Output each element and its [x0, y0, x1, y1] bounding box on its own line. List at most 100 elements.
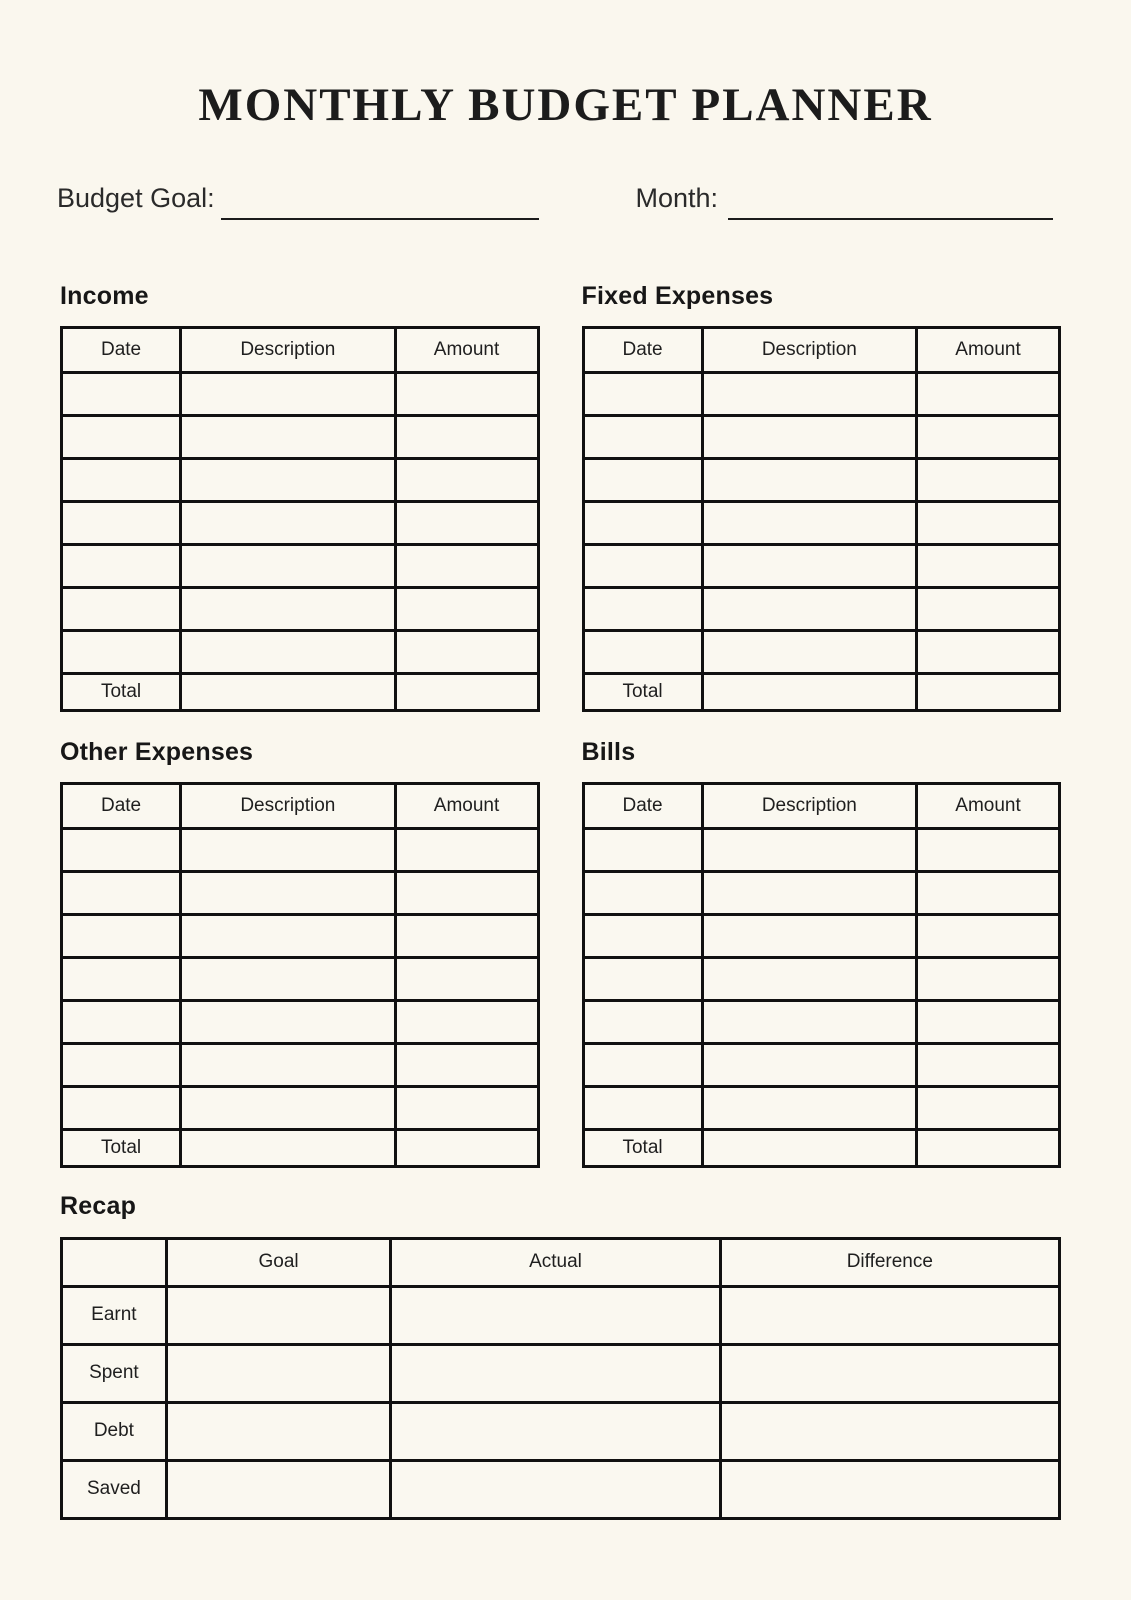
empty-cell: [581, 1084, 704, 1131]
bills-section: Bills Date Description Amount Total: [581, 712, 1062, 1168]
empty-cell: [581, 1041, 704, 1088]
empty-cell: [581, 542, 704, 589]
empty-cell: [393, 912, 540, 959]
empty-cell: [179, 1041, 397, 1088]
empty-cell: [389, 1400, 722, 1462]
empty-cell: [393, 499, 540, 546]
empty-cell: [718, 1342, 1062, 1404]
empty-cell: [164, 1284, 393, 1346]
recap-row-label: Spent: [60, 1342, 168, 1404]
empty-cell: [59, 998, 183, 1045]
total-label: Total: [581, 671, 704, 712]
budget-goal-label: Budget Goal:: [57, 183, 215, 213]
bills-table: Date Description Amount Total: [581, 781, 1062, 1168]
empty-row: [581, 998, 1061, 1045]
total-description-cell: [179, 671, 397, 712]
fixed-expenses-heading: Fixed Expenses: [581, 281, 774, 310]
empty-cell: [393, 1084, 540, 1131]
total-amount-cell: [915, 671, 1061, 712]
empty-cell: [393, 628, 540, 675]
empty-cell: [581, 869, 704, 916]
empty-cell: [700, 542, 919, 589]
empty-cell: [718, 1458, 1062, 1520]
empty-cell: [164, 1342, 393, 1404]
total-amount-cell: [915, 1127, 1061, 1168]
empty-cell: [700, 1084, 919, 1131]
income-section: Income Date Description Amount Total: [59, 220, 540, 712]
empty-cell: [700, 912, 919, 959]
col-header-description: Description: [700, 325, 919, 374]
empty-cell: [179, 1084, 397, 1131]
empty-cell: [389, 1342, 722, 1404]
empty-row: [59, 912, 540, 959]
empty-cell: [179, 826, 397, 873]
empty-cell: [389, 1458, 722, 1520]
empty-row: [581, 826, 1061, 873]
total-label: Total: [59, 671, 183, 712]
empty-cell: [915, 826, 1061, 873]
empty-cell: [59, 585, 183, 632]
empty-cell: [59, 628, 183, 675]
col-header-description: Description: [179, 325, 397, 374]
empty-cell: [718, 1400, 1062, 1462]
empty-cell: [915, 912, 1061, 959]
empty-cell: [389, 1284, 722, 1346]
month-input-line[interactable]: [728, 190, 1053, 220]
total-description-cell: [179, 1127, 397, 1168]
empty-cell: [59, 370, 183, 417]
empty-row: [581, 542, 1061, 589]
month-field: Month:: [635, 183, 1053, 220]
other-expenses-section: Other Expenses Date Description Amount T…: [59, 712, 540, 1168]
recap-row-spent: Spent: [60, 1342, 1062, 1404]
empty-row: [581, 1041, 1061, 1088]
col-header-amount: Amount: [915, 325, 1061, 374]
empty-row: [581, 1084, 1061, 1131]
empty-row: [581, 456, 1061, 503]
empty-cell: [915, 499, 1061, 546]
empty-row: [59, 869, 540, 916]
empty-cell: [59, 869, 183, 916]
recap-row-saved: Saved: [60, 1458, 1062, 1520]
empty-row: [581, 499, 1061, 546]
empty-cell: [581, 499, 704, 546]
empty-cell: [179, 869, 397, 916]
recap-col-actual: Actual: [389, 1236, 722, 1288]
empty-cell: [915, 456, 1061, 503]
empty-cell: [700, 628, 919, 675]
empty-cell: [179, 955, 397, 1002]
total-amount-cell: [393, 671, 540, 712]
page-title: MONTHLY BUDGET PLANNER: [198, 79, 933, 131]
empty-cell: [393, 370, 540, 417]
total-description-cell: [700, 671, 919, 712]
empty-cell: [179, 370, 397, 417]
budget-goal-input-line[interactable]: [220, 190, 539, 220]
col-header-date: Date: [59, 781, 183, 830]
fixed-expenses-section: Fixed Expenses Date Description Amount T…: [581, 220, 1062, 712]
recap-header-row: Goal Actual Difference: [60, 1236, 1062, 1288]
fixed-expenses-table: Date Description Amount Total: [581, 325, 1062, 712]
empty-row: [59, 955, 540, 1002]
col-header-date: Date: [59, 325, 183, 374]
empty-row: [59, 628, 540, 675]
empty-cell: [59, 542, 183, 589]
empty-cell: [581, 955, 704, 1002]
empty-cell: [393, 585, 540, 632]
empty-cell: [700, 585, 919, 632]
empty-cell: [59, 826, 183, 873]
empty-cell: [179, 413, 397, 460]
income-heading: Income: [60, 281, 149, 310]
empty-cell: [581, 456, 704, 503]
col-header-amount: Amount: [393, 325, 540, 374]
empty-cell: [700, 413, 919, 460]
empty-row: [59, 826, 540, 873]
empty-row: [59, 1041, 540, 1088]
other-expenses-heading: Other Expenses: [60, 737, 254, 766]
empty-cell: [915, 998, 1061, 1045]
empty-cell: [915, 1041, 1061, 1088]
empty-cell: [179, 456, 397, 503]
empty-cell: [393, 456, 540, 503]
empty-cell: [59, 955, 183, 1002]
other-expenses-table: Date Description Amount Total: [59, 781, 540, 1168]
empty-cell: [179, 628, 397, 675]
empty-cell: [700, 370, 919, 417]
